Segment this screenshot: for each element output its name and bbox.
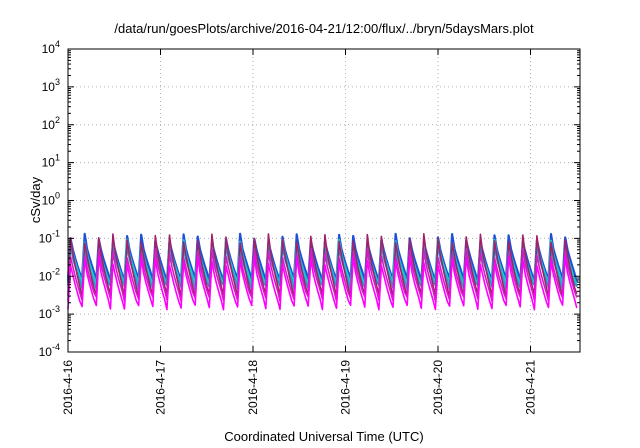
chart-title: /data/run/goesPlots/archive/2016-04-21/1… bbox=[114, 21, 534, 36]
x-tick-label: 2016-4-18 bbox=[246, 360, 260, 415]
y-tick-label: 102 bbox=[42, 115, 60, 132]
y-tick-label: 10-4 bbox=[39, 342, 60, 359]
x-tick-label: 2016-4-19 bbox=[339, 360, 353, 415]
y-tick-label: 103 bbox=[42, 77, 60, 94]
x-tick-label: 2016-4-17 bbox=[154, 360, 168, 415]
series-group bbox=[66, 232, 578, 311]
y-tick-label: 10-1 bbox=[39, 228, 60, 245]
y-axis-label: cSv/day bbox=[28, 176, 43, 223]
y-tick-label: 101 bbox=[42, 153, 60, 170]
grid bbox=[68, 49, 580, 352]
y-tick-label: 104 bbox=[42, 39, 60, 56]
series-line bbox=[67, 255, 578, 311]
x-axis-label: Coordinated Universal Time (UTC) bbox=[224, 429, 423, 444]
x-tick-label: 2016-4-16 bbox=[61, 360, 75, 415]
x-tick-label: 2016-4-20 bbox=[431, 360, 445, 415]
x-tick-label: 2016-4-21 bbox=[524, 360, 538, 415]
axes: 104 103 102 101 100 10-1 10-2 10-3 10-42016-4-16… bbox=[39, 39, 580, 415]
y-tick-label: 100 bbox=[42, 191, 60, 208]
y-tick-label: 10-2 bbox=[39, 266, 60, 283]
y-tick-label: 10-3 bbox=[39, 304, 60, 321]
